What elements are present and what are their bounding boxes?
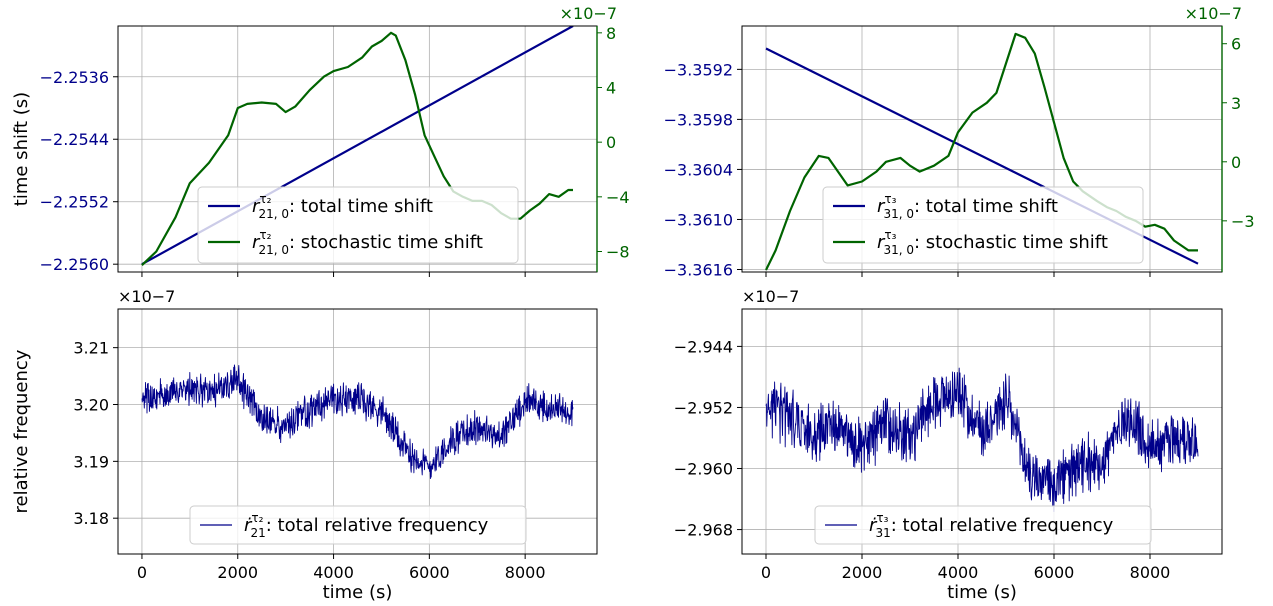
y2-tick-label: −8 [606, 243, 630, 262]
y2-tick-label: 0 [1231, 153, 1241, 172]
x-tick-label: 0 [761, 563, 771, 582]
y-tick-label: −2.2552 [40, 193, 109, 212]
y2-tick-label: 4 [606, 79, 616, 98]
series-line-0 [765, 367, 1199, 512]
legend-entry: rτ₂ 21, 0: total time shift [252, 192, 433, 221]
y-tick-label: −2.944 [674, 337, 733, 356]
y2-tick-label: 6 [1231, 35, 1241, 54]
legend-box [197, 186, 519, 264]
chart-panel-bottom-left: 0 2000 4000 6000 8000 3.21 3.20 3.19 3.18 ×10−7 re… [11, 287, 598, 603]
legend-entry: rτ₃ 31, 0: stochastic time shift [877, 228, 1108, 257]
legend-box [822, 186, 1144, 264]
y-tick-label: −2.2544 [40, 130, 109, 149]
x-tick-label: 0 [137, 563, 147, 582]
legend-entry: rτ₂ 21, 0: stochastic time shift [252, 228, 483, 257]
x-tick-label: 4000 [313, 563, 354, 582]
x-axis-label: time (s) [323, 582, 393, 603]
legend-entry: ṙτ₃ 31: total relative frequency [869, 511, 1114, 540]
y-tick-label: −3.3592 [664, 60, 733, 79]
y2-tick-label: 3 [1231, 94, 1241, 113]
y-tick-label: −3.3604 [664, 160, 733, 179]
x-tick-label: 4000 [938, 563, 979, 582]
x-tick-label: 8000 [505, 563, 546, 582]
y2-tick-label: −4 [606, 188, 630, 207]
chart-panel-top-left: −2.2536 −2.2544 −2.2552 −2.2560 8 4 0 −4 −8 ×10−7… [11, 4, 630, 277]
y-tick-label: −3.3610 [664, 210, 733, 229]
y-tick-label: −3.3598 [664, 110, 733, 129]
y-tick-label: −2.952 [674, 398, 733, 417]
y-tick-label: 3.18 [73, 509, 109, 528]
y-tick-label: −3.3616 [664, 260, 733, 279]
y-tick-label: −2.960 [674, 460, 733, 479]
secondary-offset-label: ×10−7 [1185, 4, 1242, 23]
chart-panel-bottom-right: 0 2000 4000 6000 8000 −2.944 −2.952 −2.960 −2.96… [674, 287, 1223, 603]
x-tick-label: 6000 [1034, 563, 1075, 582]
x-tick-label: 2000 [217, 563, 258, 582]
y-tick-label: 3.19 [73, 452, 109, 471]
legend-entry: rτ₃ 31, 0: total time shift [877, 192, 1058, 221]
x-axis-label: time (s) [947, 582, 1017, 603]
legend-box [814, 505, 1152, 545]
offset-label: ×10−7 [118, 287, 175, 306]
plot-frame [741, 308, 1223, 555]
y-tick-label: −2.2536 [40, 68, 109, 87]
x-tick-label: 8000 [1130, 563, 1171, 582]
y-tick-label: −2.968 [674, 521, 733, 540]
y2-tick-label: 0 [606, 133, 616, 152]
legend-entry: ṙτ₂ 21: total relative frequency [244, 511, 489, 540]
x-tick-label: 2000 [842, 563, 883, 582]
y-axis-label: time shift (s) [11, 92, 32, 206]
x-tick-label: 6000 [409, 563, 450, 582]
legend-box [189, 505, 527, 545]
offset-label: ×10−7 [742, 287, 799, 306]
y-tick-label: 3.21 [73, 339, 109, 358]
y-tick-label: 3.20 [73, 395, 109, 414]
y-axis-label: relative frequency [11, 349, 32, 513]
series-line-0 [141, 364, 574, 480]
y2-tick-label: 8 [606, 24, 616, 43]
plot-frame [117, 308, 598, 555]
secondary-offset-label: ×10−7 [560, 4, 617, 23]
y-tick-label: −2.2560 [40, 255, 109, 274]
y2-tick-label: −3 [1231, 212, 1255, 231]
chart-panel-top-right: −3.3592 −3.3598 −3.3604 −3.3610 −3.3616 6 3 0 −3… [664, 4, 1255, 279]
